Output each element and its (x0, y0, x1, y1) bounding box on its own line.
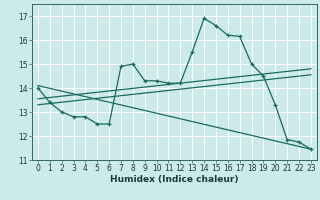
X-axis label: Humidex (Indice chaleur): Humidex (Indice chaleur) (110, 175, 239, 184)
